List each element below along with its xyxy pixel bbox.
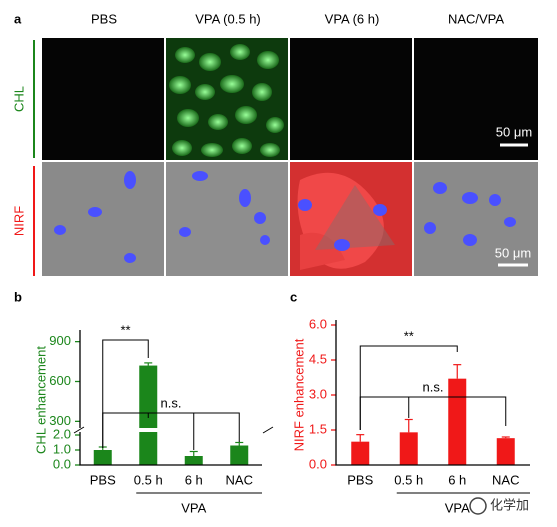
y-tick-label: 6.0: [309, 316, 327, 331]
x-tick-label: 0.5 h: [134, 472, 163, 487]
annotation: n.s.: [423, 379, 444, 394]
bar: [351, 441, 370, 465]
x-tick-label: 0.5 h: [394, 472, 423, 487]
micrographs: [42, 38, 538, 276]
axis: [79, 330, 262, 466]
annotation: **: [404, 328, 414, 343]
axis-break-mark: [73, 426, 274, 434]
column-header: PBS: [91, 11, 117, 26]
y-tick-label: 0.0: [53, 456, 71, 471]
axis: [335, 320, 530, 466]
y-tick-label: 1.5: [309, 421, 327, 436]
bar: [184, 456, 203, 465]
y-tick-label: 2.0: [53, 426, 71, 441]
x-tick-label: PBS: [347, 472, 373, 487]
group-label: VPA: [445, 500, 470, 515]
y-axis-label: CHL enhancement: [33, 346, 48, 454]
x-tick-label: NAC: [492, 472, 519, 487]
y-tick-label: 4.5: [309, 351, 327, 366]
bar: [448, 378, 467, 465]
x-tick-label: PBS: [90, 472, 116, 487]
bar: [230, 445, 249, 465]
scale-bar-label: 50 μm: [495, 245, 531, 260]
bar: [496, 438, 515, 465]
y-tick-label: 0.0: [309, 456, 327, 471]
y-axis-label: NIRF enhancement: [291, 338, 306, 451]
bracket: [359, 345, 458, 430]
bar: [399, 432, 418, 465]
annotation: **: [120, 322, 130, 337]
axis-break: [74, 428, 270, 432]
watermark: 化学加: [469, 497, 529, 515]
y-tick-label: 1.0: [53, 441, 71, 456]
x-tick-label: 6 h: [448, 472, 466, 487]
x-tick-label: 6 h: [185, 472, 203, 487]
column-header: NAC/VPA: [448, 11, 504, 26]
column-header: VPA (0.5 h): [195, 11, 261, 26]
watermark-text: 化学加: [490, 497, 529, 512]
bar: [93, 450, 112, 465]
group-label: VPA: [181, 500, 206, 515]
bracket: [102, 412, 240, 448]
panel-letter: b: [14, 289, 22, 304]
column-header: VPA (6 h): [325, 11, 380, 26]
panel-letter: c: [290, 289, 297, 304]
y-tick-label: 300: [49, 413, 71, 428]
annotation: n.s.: [161, 395, 182, 410]
panel-letter: a: [14, 11, 22, 26]
scale-bar-label: 50 μm: [496, 124, 532, 139]
y-tick-label: 900: [49, 333, 71, 348]
row-label: NIRF: [11, 206, 26, 236]
y-tick-label: 3.0: [309, 386, 327, 401]
y-tick-label: 600: [49, 373, 71, 388]
bracket: [102, 339, 149, 448]
x-tick-label: NAC: [226, 472, 253, 487]
row-label: CHL: [11, 86, 26, 112]
bracket: [359, 396, 507, 430]
